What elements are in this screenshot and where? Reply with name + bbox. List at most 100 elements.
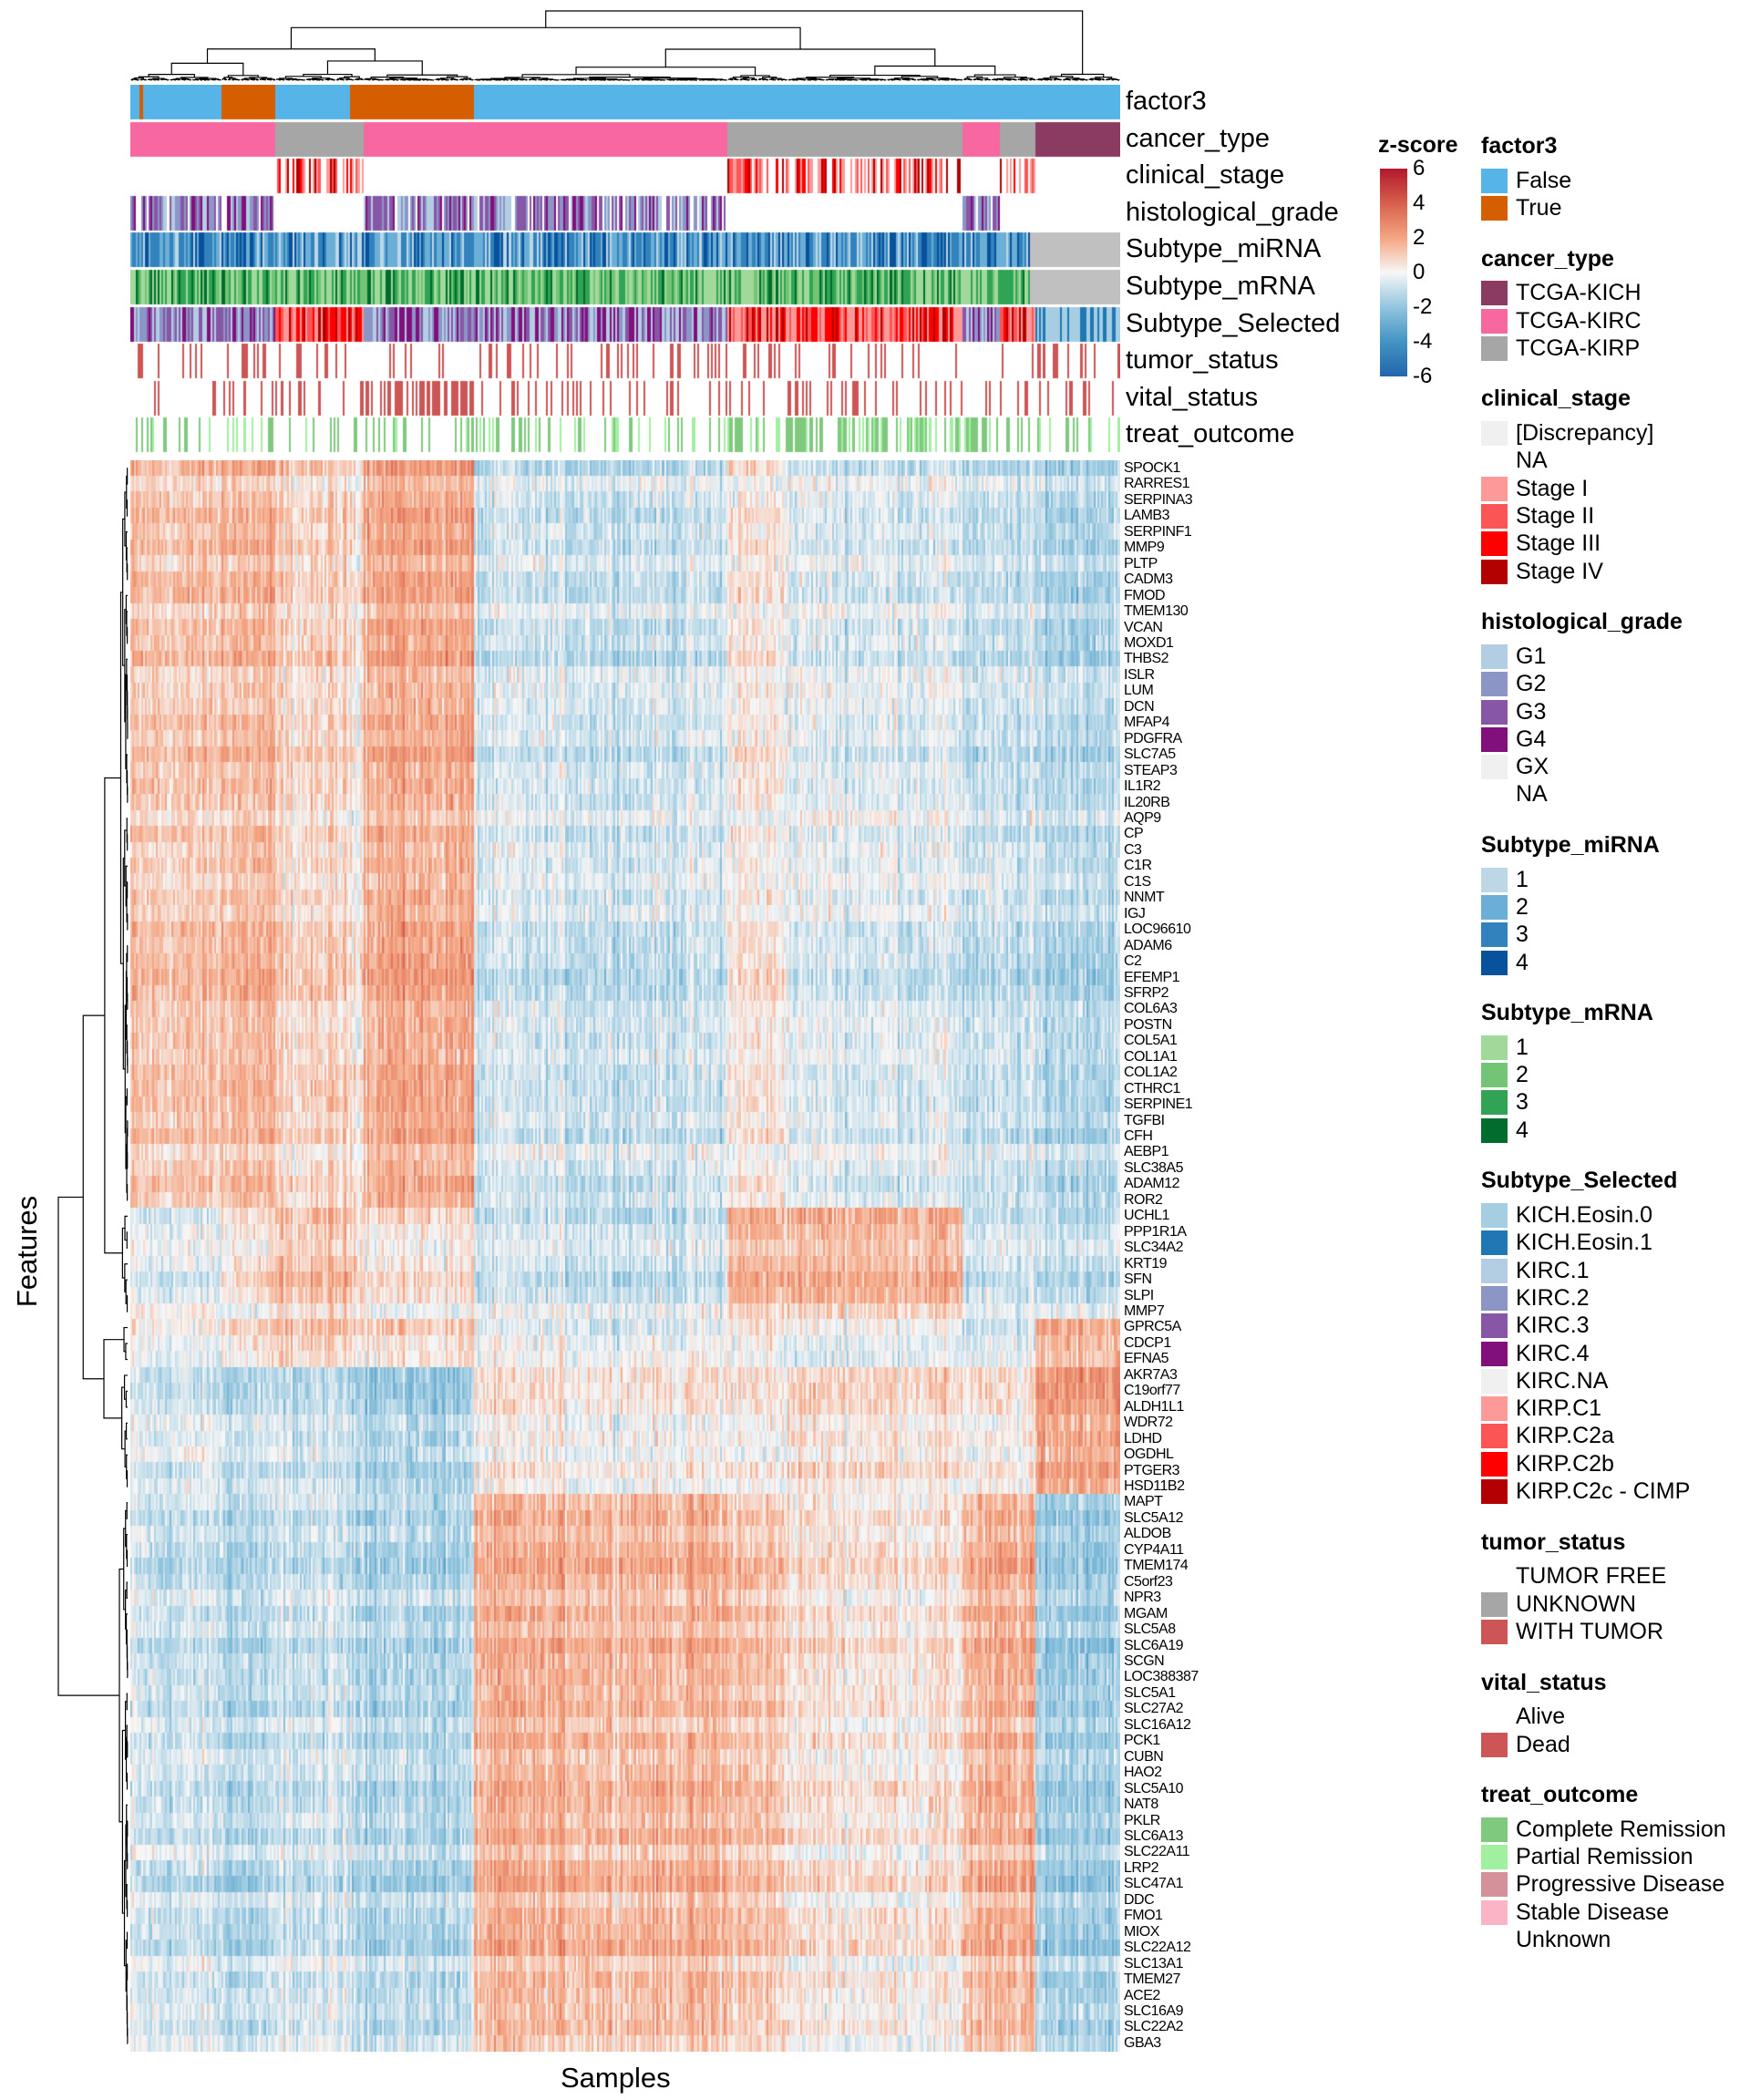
legend-item: KIRP.C2c - CIMP [1481,1477,1750,1505]
row-label: OGDHL [1124,1446,1174,1463]
legend-item: KIRC.4 [1481,1340,1750,1367]
row-label: AEBP1 [1124,1144,1169,1160]
row-label: NPR3 [1124,1590,1161,1606]
legend-vital-status: vital_status Alive Dead [1481,1669,1750,1759]
column-dendrogram [130,10,1120,81]
row-label: ALDOB [1124,1526,1171,1542]
row-label: MGAM [1124,1605,1168,1621]
row-label: STEAP3 [1124,762,1178,778]
legend-label: Complete Remission [1516,1816,1726,1842]
row-label: PKLR [1124,1812,1160,1828]
legend-swatch [1481,1258,1508,1283]
colorbar: 6 4 2 0 -2 -4 -6 [1380,158,1432,387]
row-dendrogram [57,468,129,2044]
legend-label: KIRP.C2c - CIMP [1516,1478,1691,1505]
legend-swatch [1481,1899,1508,1925]
legend-title: vital_status [1481,1669,1607,1695]
row-label: TMEM130 [1124,603,1189,620]
row-label: TMEM174 [1124,1558,1189,1574]
row-label: LOC388387 [1124,1669,1199,1685]
legend-label: G4 [1516,726,1547,752]
row-label: UCHL1 [1124,1208,1169,1224]
legend-label: KIRP.C2b [1516,1450,1614,1477]
legend-label: True [1516,194,1562,221]
legend-label: 2 [1516,893,1529,920]
legend-title: clinical_stage [1481,386,1631,412]
row-label: SLC38A5 [1124,1159,1183,1176]
row-label: SLC34A2 [1124,1240,1183,1256]
legend-label: Progressive Disease [1516,1871,1725,1898]
row-label: SLC16A12 [1124,1716,1191,1733]
legend-swatch [1481,1230,1508,1256]
legend-factor3: factor3 False True [1481,132,1750,222]
row-label: CFH [1124,1128,1153,1145]
track-label-vital-status: vital_status [1126,382,1259,412]
row-label: SLC5A8 [1124,1621,1176,1638]
row-label: SPOCK1 [1124,460,1180,476]
legend-label: GX [1516,754,1549,780]
row-label: C5orf23 [1124,1573,1173,1590]
legend-label: KIRP.C2a [1516,1423,1614,1449]
legend-label: 3 [1516,921,1529,948]
legend-swatch [1481,335,1508,361]
row-label: LOC96610 [1124,921,1191,938]
legend-swatch [1481,1928,1508,1952]
legend-item: Stage I [1481,475,1750,502]
legend-swatch [1481,1619,1508,1644]
colorbar-tick: -2 [1413,294,1433,319]
row-label: COL5A1 [1124,1033,1178,1049]
legend-label: TCGA-KIRC [1516,307,1642,334]
legend-swatch [1481,672,1508,697]
colorbar-title: z-score [1378,132,1458,158]
legend-item: 3 [1481,921,1750,949]
legend-swatch [1481,1424,1508,1449]
x-axis-label: Samples [561,2062,671,2094]
legend-item: False [1481,167,1750,194]
row-label: EFNA5 [1124,1351,1169,1367]
legend-swatch [1481,782,1508,808]
legend-label: 1 [1516,1034,1529,1060]
row-label: C2 [1124,953,1142,970]
row-label: FMOD [1124,587,1166,603]
row-label: SLC6A19 [1124,1637,1183,1653]
legend-item: UNKNOWN [1481,1590,1750,1618]
row-label: POSTN [1124,1016,1172,1033]
legend-swatch [1481,950,1508,975]
legend-treat-outcome: treat_outcome Complete Remission Partial R… [1481,1781,1750,1953]
legend-swatch [1481,1090,1508,1116]
legend-subtype-mirna: Subtype_miRNA 1 2 3 4 [1481,831,1750,976]
legend-swatch [1481,922,1508,948]
legend-swatch [1481,1591,1508,1617]
legend-swatch [1481,195,1508,221]
legend-swatch [1481,168,1508,193]
legend-subtype-selected: Subtype_Selected KICH.Eosin.0 KICH.Eosin.1… [1481,1167,1750,1505]
row-label: MOXD1 [1124,634,1174,651]
legend-swatch [1481,421,1508,447]
row-label: ALDH1L1 [1124,1398,1184,1415]
legend-swatch [1481,281,1508,306]
row-label: HAO2 [1124,1765,1162,1781]
legend-swatch [1481,504,1508,530]
legend-swatch [1481,1341,1508,1366]
legend-item: G2 [1481,671,1750,698]
legend-title: factor3 [1481,133,1558,159]
legend-item: True [1481,194,1750,221]
legend-label: KICH.Eosin.1 [1516,1230,1653,1256]
row-label: LAMB3 [1124,508,1169,524]
row-label: NNMT [1124,890,1165,906]
legend-item: Complete Remission [1481,1816,1750,1843]
row-label: DCN [1124,698,1155,715]
legend-label: KICH.Eosin.0 [1516,1202,1653,1229]
row-label: FMO1 [1124,1908,1163,1924]
track-label-factor3: factor3 [1126,87,1207,116]
legend-label: TCGA-KICH [1516,280,1642,306]
legend-title: treat_outcome [1481,1782,1639,1808]
legend-title: tumor_status [1481,1529,1626,1555]
legend-swatch [1481,1817,1508,1842]
legend-swatch [1481,1313,1508,1339]
legend-label: G2 [1516,671,1547,697]
row-label: GBA3 [1124,2034,1161,2051]
row-label: SLC27A2 [1124,1701,1183,1717]
row-label: SERPINE1 [1124,1096,1193,1113]
zscore-colorbar-legend: z-score 6 4 2 0 -2 -4 -6 [1378,132,1458,387]
